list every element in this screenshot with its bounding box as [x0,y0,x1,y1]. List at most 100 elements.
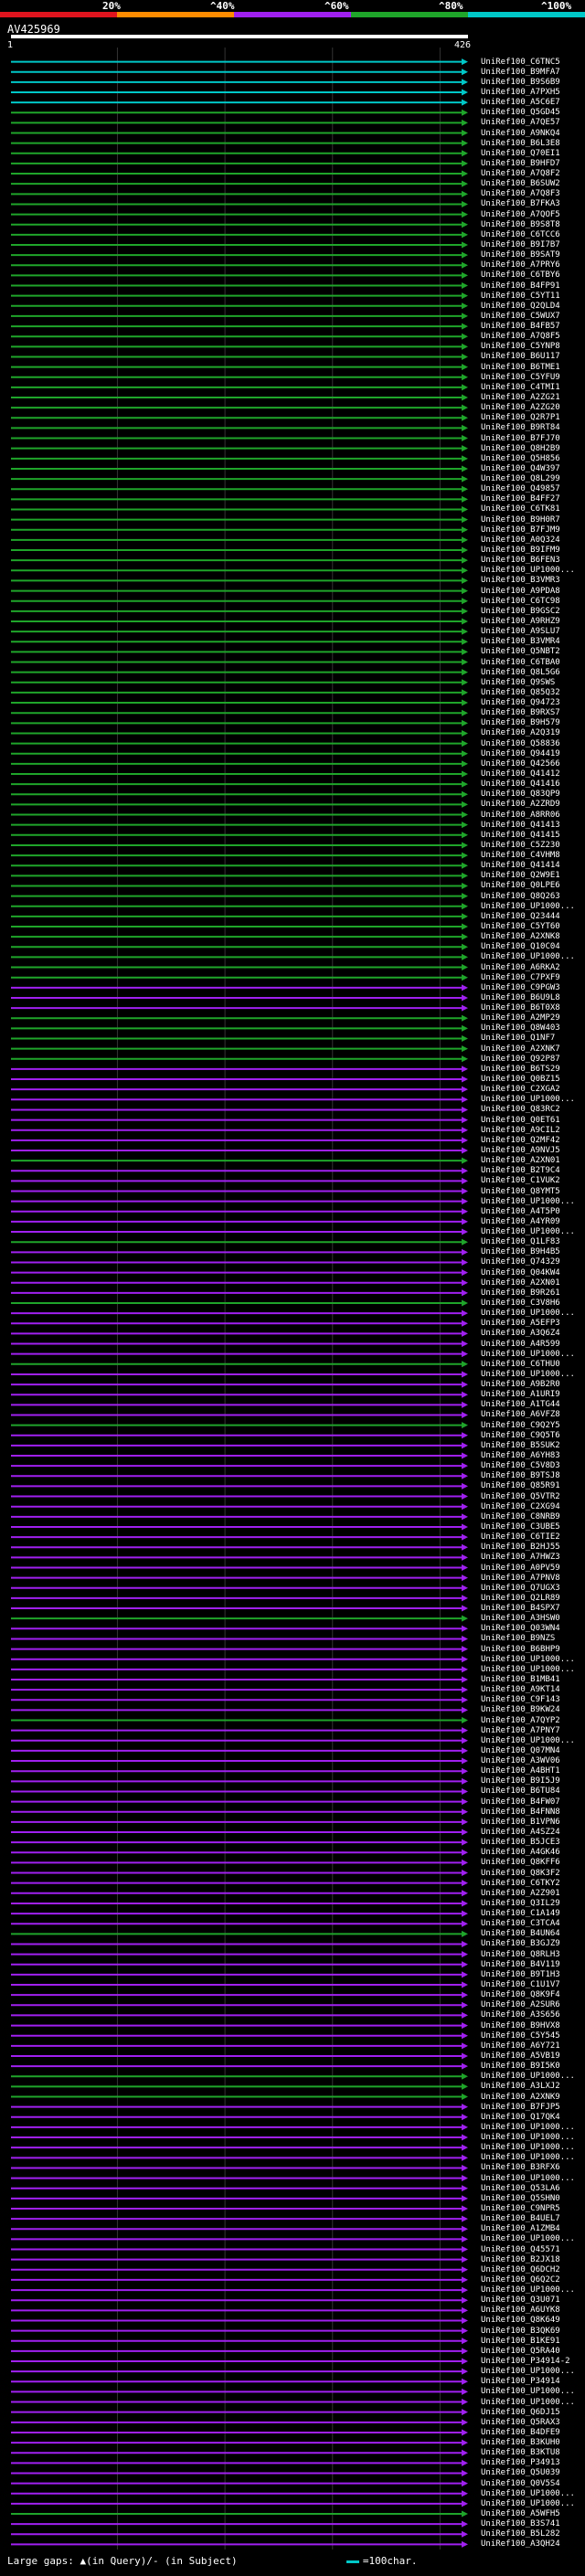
hit-label[interactable]: UniRef100_Q1LF83 [481,1237,560,1247]
hit-label[interactable]: UniRef100_B9R261 [481,1288,560,1298]
hit-label[interactable]: UniRef100_UP1000... [481,2367,575,2377]
hit-label[interactable]: UniRef100_A3S656 [481,2010,560,2020]
hit-label[interactable]: UniRef100_C2XGA2 [481,1085,560,1095]
hit-label[interactable]: UniRef100_B4FB57 [481,322,560,332]
hit-label[interactable]: UniRef100_C5WUX7 [481,311,560,321]
hit-label[interactable]: UniRef100_A1ZMB4 [481,2224,560,2234]
hit-label[interactable]: UniRef100_A1URI9 [481,1390,560,1400]
hit-label[interactable]: UniRef100_B3GJZ9 [481,1939,560,1949]
hit-label[interactable]: UniRef100_B9HFD7 [481,158,560,168]
hit-label[interactable]: UniRef100_Q5U039 [481,2468,560,2478]
hit-label[interactable]: UniRef100_B4FP91 [481,281,560,291]
hit-label[interactable]: UniRef100_A2XN01 [481,1156,560,1166]
hit-label[interactable]: UniRef100_Q6DCH2 [481,2264,560,2274]
hit-label[interactable]: UniRef100_Q5SHN0 [481,2193,560,2203]
hit-label[interactable]: UniRef100_Q3U071 [481,2295,560,2306]
hit-label[interactable]: UniRef100_C9NPR5 [481,2203,560,2213]
hit-label[interactable]: UniRef100_UP1000... [481,1654,575,1664]
hit-label[interactable]: UniRef100_B6TME1 [481,362,560,372]
hit-label[interactable]: UniRef100_B6BHP9 [481,1644,560,1654]
hit-label[interactable]: UniRef100_C5Y545 [481,2030,560,2041]
hit-label[interactable]: UniRef100_A4GK46 [481,1848,560,1858]
hit-label[interactable]: UniRef100_Q0BZ15 [481,1075,560,1085]
hit-label[interactable]: UniRef100_A2Q319 [481,728,560,738]
hit-label[interactable]: UniRef100_C5YT60 [481,922,560,932]
hit-label[interactable]: UniRef100_A8RR06 [481,810,560,820]
hit-label[interactable]: UniRef100_Q58836 [481,738,560,748]
hit-label[interactable]: UniRef100_B9RT84 [481,423,560,433]
hit-label[interactable]: UniRef100_C6THU0 [481,1359,560,1369]
hit-label[interactable]: UniRef100_B6TS29 [481,1064,560,1074]
hit-label[interactable]: UniRef100_B6U9L8 [481,992,560,1002]
hit-label[interactable]: UniRef100_Q8L299 [481,474,560,484]
hit-label[interactable]: UniRef100_C1VUK2 [481,1176,560,1186]
hit-label[interactable]: UniRef100_Q5VTR2 [481,1491,560,1501]
hit-label[interactable]: UniRef100_C6TC98 [481,596,560,606]
hit-label[interactable]: UniRef100_C1U1V7 [481,1980,560,1990]
hit-label[interactable]: UniRef100_A3HSW0 [481,1614,560,1624]
hit-label[interactable]: UniRef100_A9SLU7 [481,627,560,637]
hit-label[interactable]: UniRef100_Q5GD45 [481,108,560,118]
hit-label[interactable]: UniRef100_Q53LA6 [481,2183,560,2193]
hit-label[interactable]: UniRef100_Q04KW4 [481,1267,560,1277]
hit-label[interactable]: UniRef100_B5SUK2 [481,1440,560,1450]
hit-label[interactable]: UniRef100_C4VHM8 [481,851,560,861]
hit-label[interactable]: UniRef100_A3WV06 [481,1756,560,1766]
hit-label[interactable]: UniRef100_B9HVX8 [481,2020,560,2030]
hit-label[interactable]: UniRef100_Q1NF7 [481,1034,556,1044]
hit-label[interactable]: UniRef100_Q23444 [481,911,560,921]
hit-label[interactable]: UniRef100_Q41413 [481,820,560,830]
hit-label[interactable]: UniRef100_B9T1H3 [481,1969,560,1979]
hit-label[interactable]: UniRef100_A4T5P0 [481,1206,560,1216]
hit-label[interactable]: UniRef100_A3Q6Z4 [481,1329,560,1339]
hit-label[interactable]: UniRef100_A0PV59 [481,1563,560,1573]
hit-label[interactable]: UniRef100_A7HWZ3 [481,1553,560,1563]
hit-label[interactable]: UniRef100_C6TBY6 [481,270,560,281]
hit-label[interactable]: UniRef100_Q41414 [481,861,560,871]
hit-label[interactable]: UniRef100_B4UEL7 [481,2214,560,2224]
hit-label[interactable]: UniRef100_B7FJM9 [481,525,560,535]
hit-label[interactable]: UniRef100_Q8K9F4 [481,1990,560,2000]
hit-label[interactable]: UniRef100_A5VB19 [481,2051,560,2061]
hit-label[interactable]: UniRef100_B5L282 [481,2529,560,2539]
hit-label[interactable]: UniRef100_A7PRY6 [481,260,560,270]
hit-label[interactable]: UniRef100_A2Z901 [481,1888,560,1898]
hit-label[interactable]: UniRef100_Q6DJ15 [481,2407,560,2417]
hit-label[interactable]: UniRef100_B9TSJ8 [481,1471,560,1481]
hit-label[interactable]: UniRef100_B5JCE3 [481,1838,560,1848]
hit-label[interactable]: UniRef100_UP1000... [481,2285,575,2295]
hit-label[interactable]: UniRef100_Q03WN4 [481,1624,560,1634]
hit-label[interactable]: UniRef100_C5YT11 [481,291,560,301]
hit-label[interactable]: UniRef100_A2MP29 [481,1013,560,1023]
hit-label[interactable]: UniRef100_B4FW07 [481,1797,560,1807]
hit-label[interactable]: UniRef100_Q5RA40 [481,2346,560,2356]
hit-label[interactable]: UniRef100_Q4W397 [481,463,560,473]
hit-label[interactable]: UniRef100_B2T9C4 [481,1166,560,1176]
hit-label[interactable]: UniRef100_Q5RAX3 [481,2417,560,2427]
hit-label[interactable]: UniRef100_C6TCC6 [481,229,560,239]
hit-label[interactable]: UniRef100_Q2R7P1 [481,413,560,423]
hit-label[interactable]: UniRef100_UP1000... [481,2122,575,2132]
hit-label[interactable]: UniRef100_UP1000... [481,2143,575,2153]
hit-label[interactable]: UniRef100_A2XN01 [481,1277,560,1288]
hit-label[interactable]: UniRef100_A9NKQ4 [481,128,560,138]
hit-label[interactable]: UniRef100_B9RXS7 [481,708,560,718]
hit-label[interactable]: UniRef100_A9B2R0 [481,1380,560,1390]
hit-label[interactable]: UniRef100_B9I7B7 [481,239,560,249]
hit-label[interactable]: UniRef100_B9I5K0 [481,2062,560,2072]
hit-label[interactable]: UniRef100_B4FF27 [481,494,560,504]
hit-label[interactable]: UniRef100_Q8KFF6 [481,1858,560,1868]
hit-label[interactable]: UniRef100_A6VFZ8 [481,1410,560,1420]
hit-label[interactable]: UniRef100_B9S8T8 [481,219,560,229]
hit-label[interactable]: UniRef100_B9IFM9 [481,546,560,556]
hit-label[interactable]: UniRef100_B4DFE9 [481,2427,560,2437]
hit-label[interactable]: UniRef100_B6TU84 [481,1786,560,1797]
hit-label[interactable]: UniRef100_Q70EI1 [481,148,560,158]
hit-label[interactable]: UniRef100_Q9SWS [481,677,556,687]
hit-label[interactable]: UniRef100_Q83RC2 [481,1105,560,1115]
hit-label[interactable]: UniRef100_A2ZRD9 [481,800,560,810]
hit-label[interactable]: UniRef100_P34914 [481,2377,560,2387]
hit-label[interactable]: UniRef100_B3KTU8 [481,2448,560,2458]
hit-label[interactable]: UniRef100_C6TBA0 [481,657,560,667]
hit-label[interactable]: UniRef100_C1A149 [481,1909,560,1919]
